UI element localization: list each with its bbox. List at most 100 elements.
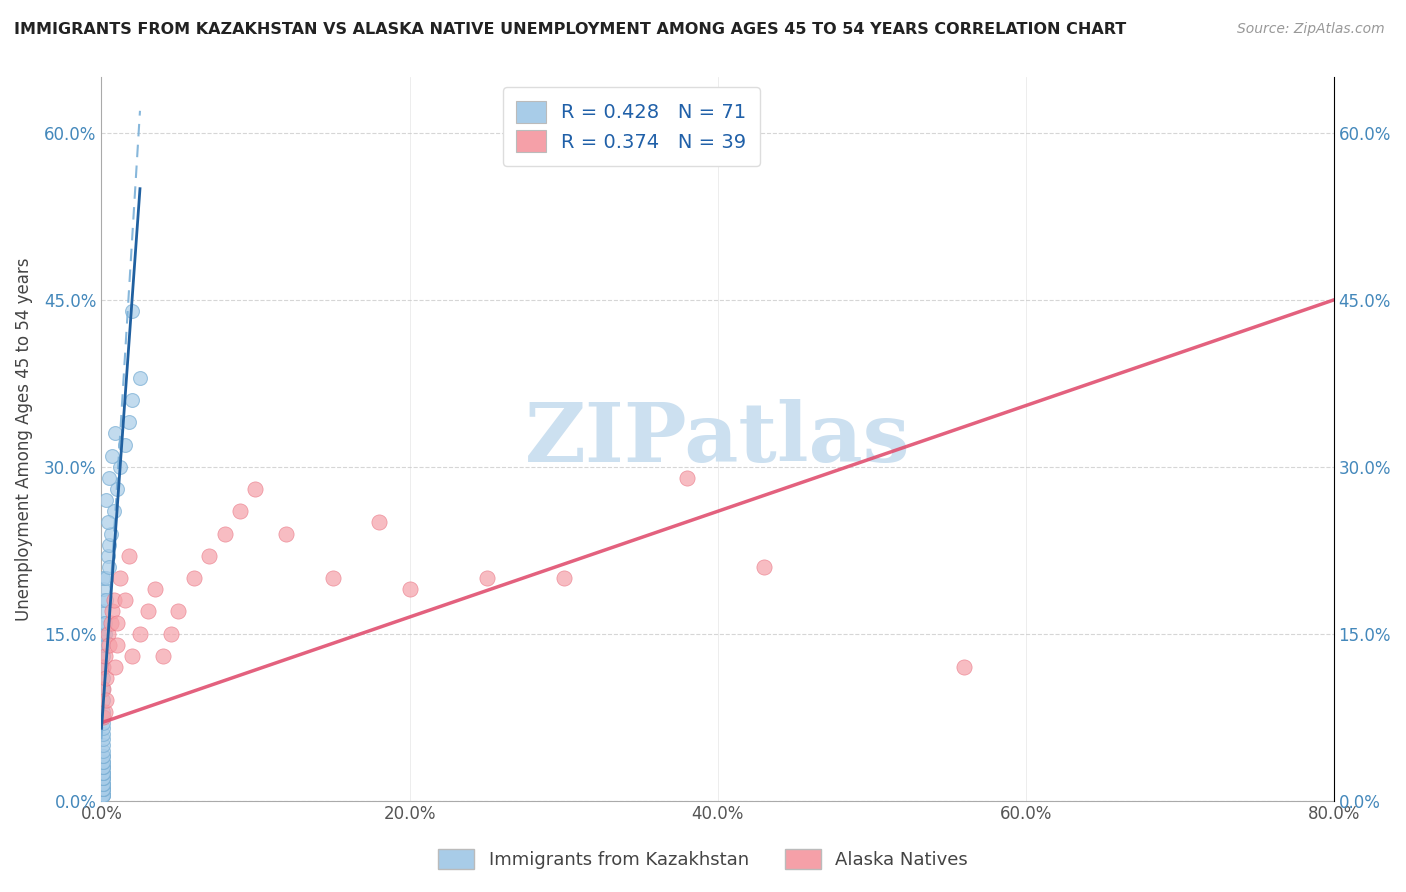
Point (97, 516, 120, 530)
Point (94, 493, 117, 508)
Text: IMMIGRANTS FROM KAZAKHSTAN VS ALASKA NATIVE UNEMPLOYMENT AMONG AGES 45 TO 54 YEA: IMMIGRANTS FROM KAZAKHSTAN VS ALASKA NAT… (14, 22, 1126, 37)
Point (91, 743, 114, 757)
Point (93, 626, 115, 640)
Point (675, 471, 697, 485)
Point (91, 760, 114, 774)
Point (91, 755, 114, 769)
Point (276, 526, 298, 541)
Point (136, 605, 159, 619)
Point (91, 777, 114, 791)
Point (159, 626, 181, 640)
Point (103, 504, 125, 518)
Point (91, 765, 114, 780)
Point (105, 482, 128, 496)
Point (91, 749, 114, 764)
Text: ZIPatlas: ZIPatlas (524, 399, 910, 479)
Point (91, 710, 114, 724)
Point (93, 648, 115, 663)
Point (91, 765, 114, 780)
Point (100, 615, 122, 630)
Point (91, 772, 114, 786)
Point (91, 788, 114, 802)
Point (118, 549, 141, 563)
Point (91, 755, 114, 769)
Point (91, 760, 114, 774)
Point (91, 682, 114, 697)
Point (104, 426, 127, 441)
Point (91, 693, 114, 707)
Point (100, 526, 122, 541)
Point (104, 660, 127, 674)
Point (91, 788, 114, 802)
Point (94, 671, 117, 685)
Point (152, 648, 174, 663)
Point (91, 671, 114, 685)
Point (321, 571, 343, 585)
Point (91, 593, 114, 607)
Point (91, 788, 114, 802)
Point (91, 626, 114, 640)
Point (91, 638, 114, 652)
Point (367, 516, 389, 530)
Point (98, 538, 121, 552)
Point (91, 738, 114, 752)
Point (91, 660, 114, 674)
Point (183, 571, 205, 585)
Point (752, 560, 775, 574)
Point (97, 549, 120, 563)
Point (91, 727, 114, 741)
Point (94, 593, 117, 607)
Point (91, 605, 114, 619)
Point (105, 615, 128, 630)
Text: Source: ZipAtlas.com: Source: ZipAtlas.com (1237, 22, 1385, 37)
Point (91, 648, 114, 663)
Point (91, 782, 114, 797)
Point (475, 571, 498, 585)
Point (398, 582, 420, 597)
Point (108, 459, 131, 474)
Point (98, 560, 121, 574)
Point (98, 471, 121, 485)
Point (91, 621, 114, 635)
Point (101, 605, 124, 619)
Point (93, 705, 115, 719)
Point (91, 777, 114, 791)
Point (91, 788, 114, 802)
Point (553, 571, 575, 585)
Point (91, 760, 114, 774)
Point (93, 615, 115, 630)
Point (91, 788, 114, 802)
Point (114, 437, 136, 451)
Point (229, 504, 252, 518)
Point (114, 593, 136, 607)
Point (91, 721, 114, 735)
Point (91, 777, 114, 791)
Y-axis label: Unemployment Among Ages 45 to 54 years: Unemployment Among Ages 45 to 54 years (15, 257, 32, 621)
Point (91, 682, 114, 697)
Point (90, 788, 112, 802)
Point (105, 638, 128, 652)
Point (108, 571, 131, 585)
Point (129, 371, 152, 385)
Point (91, 571, 114, 585)
Point (129, 626, 152, 640)
Legend: R = 0.428   N = 71, R = 0.374   N = 39: R = 0.428 N = 71, R = 0.374 N = 39 (503, 87, 759, 166)
Point (198, 549, 221, 563)
Point (91, 782, 114, 797)
Point (91, 582, 114, 597)
Point (91, 772, 114, 786)
Point (121, 304, 143, 318)
Point (121, 648, 143, 663)
Point (94, 693, 117, 707)
Point (91, 788, 114, 802)
Point (91, 705, 114, 719)
Point (91, 732, 114, 747)
Point (98, 638, 121, 652)
Legend: Immigrants from Kazakhstan, Alaska Natives: Immigrants from Kazakhstan, Alaska Nativ… (429, 839, 977, 879)
Point (121, 393, 143, 408)
Point (91, 772, 114, 786)
Point (91, 615, 114, 630)
Point (953, 660, 976, 674)
Point (101, 449, 124, 463)
Point (103, 593, 125, 607)
